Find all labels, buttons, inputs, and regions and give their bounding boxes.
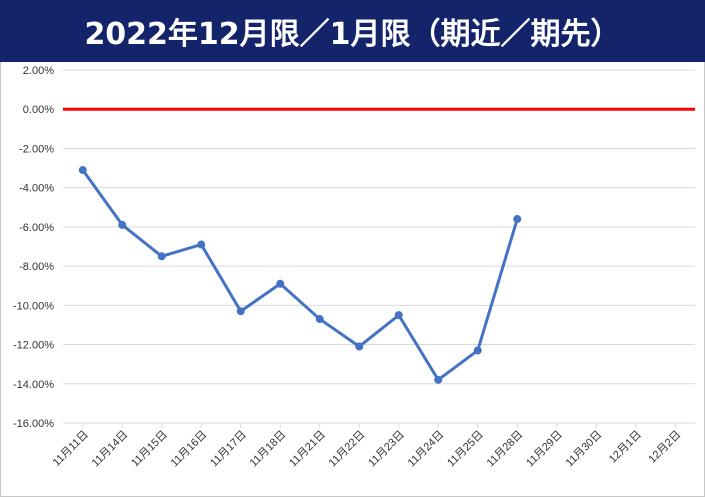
data-point (315, 315, 324, 324)
x-tick-label: 11月23日 (366, 429, 407, 470)
y-tick-label: -8.00% (19, 261, 54, 273)
title-bar: 2022年12月限／1月限（期近／期先） (0, 0, 705, 62)
x-tick-label: 12月2日 (646, 429, 683, 466)
x-tick-label: 11月30日 (564, 429, 605, 470)
y-tick-label: 0.00% (23, 104, 54, 116)
x-tick-label: 11月29日 (524, 429, 565, 470)
x-tick-label: 11月15日 (129, 429, 170, 470)
x-tick-label: 11月17日 (208, 429, 249, 470)
x-tick-label: 11月24日 (406, 429, 447, 470)
x-tick-label: 11月21日 (287, 429, 328, 470)
data-point (78, 166, 87, 175)
x-tick-label: 11月25日 (445, 429, 486, 470)
data-point (473, 346, 482, 355)
x-tick-label: 11月18日 (248, 429, 289, 470)
y-tick-label: -16.00% (13, 418, 54, 430)
x-tick-label: 11月22日 (327, 429, 368, 470)
data-point (118, 220, 127, 229)
y-tick-label: -10.00% (13, 300, 54, 312)
y-tick-label: -2.00% (19, 143, 54, 155)
x-tick-label: 11月14日 (90, 429, 131, 470)
y-tick-label: -14.00% (13, 379, 54, 391)
series-line (81, 169, 519, 382)
data-point (236, 307, 245, 316)
y-tick-label: -6.00% (19, 222, 54, 234)
x-tick-label: 11月11日 (51, 429, 91, 469)
x-tick-label: 11月16日 (169, 429, 210, 470)
data-point (394, 311, 403, 320)
y-tick-label: 2.00% (23, 65, 54, 77)
chart-title: 2022年12月限／1月限（期近／期先） (84, 17, 621, 52)
data-point (157, 252, 166, 261)
data-point (355, 342, 364, 351)
x-tick-label: 12月1日 (607, 429, 644, 466)
y-tick-label: -12.00% (13, 340, 54, 352)
data-point (276, 279, 285, 288)
x-tick-label: 11月28日 (485, 429, 526, 470)
y-tick-label: -4.00% (19, 183, 54, 195)
data-point (197, 240, 206, 249)
data-point (434, 375, 443, 384)
data-point (513, 215, 522, 224)
